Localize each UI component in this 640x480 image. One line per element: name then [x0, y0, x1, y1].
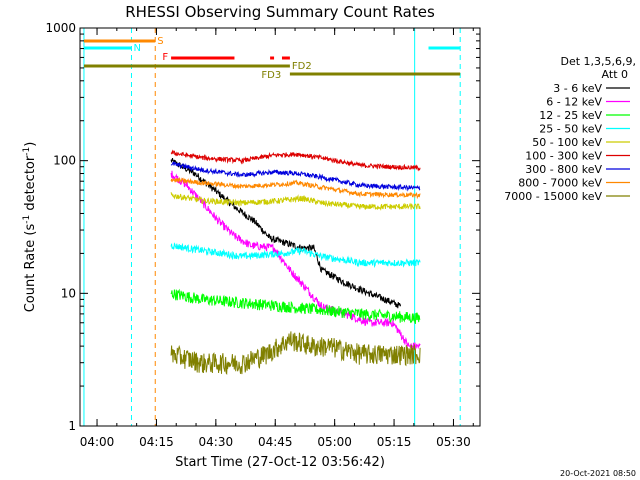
x-tick-label-1: 04:15 [139, 435, 174, 449]
plot-frame [79, 27, 481, 427]
legend-label-5: 100 - 300 keV [525, 150, 602, 163]
series-line-1 [170, 170, 421, 350]
y-tick-label-0: 1 [68, 419, 76, 433]
x-tick-label-2: 04:30 [199, 435, 234, 449]
series-group [170, 149, 421, 376]
series-line-4 [170, 192, 421, 211]
flag-bars [83, 39, 461, 76]
legend-label-4: 50 - 100 keV [532, 136, 602, 149]
x-tick-label-6: 05:30 [436, 435, 471, 449]
series-line-2 [170, 288, 421, 324]
y-tick-label-2: 100 [53, 154, 76, 168]
x-tick-label-3: 04:45 [258, 435, 293, 449]
legend-header-2: Att 0 [602, 68, 628, 81]
x-axis-ticks: 04:00 04:15 04:30 04:45 05:00 05:15 05:30 [80, 28, 474, 449]
legend-label-2: 12 - 25 keV [539, 109, 602, 122]
legend-label-7: 800 - 7000 keV [518, 177, 602, 190]
series-line-6 [170, 161, 421, 192]
x-tick-label-5: 05:15 [377, 435, 412, 449]
series-line-7 [170, 176, 421, 200]
y-axis-label: Count Rate (s-1 detector-1) [22, 142, 38, 313]
y-tick-label-3: 1000 [45, 21, 76, 35]
flag-n-label: N [133, 43, 140, 54]
legend-label-1: 6 - 12 keV [546, 96, 602, 109]
x-tick-label-4: 05:00 [317, 435, 352, 449]
flag-s-label: S [157, 36, 163, 47]
flag-fd2-label: FD2 [292, 61, 312, 72]
vertical-markers [83, 28, 461, 426]
x-tick-label-0: 04:00 [80, 435, 115, 449]
x-axis-label: Start Time (27-Oct-12 03:56:42) [175, 455, 385, 470]
series-line-5 [170, 149, 421, 172]
legend-label-0: 3 - 6 keV [553, 82, 602, 95]
legend-label-6: 300 - 800 keV [525, 163, 602, 176]
legend-header-1: Det 1,3,5,6,9, [560, 55, 636, 68]
legend-label-8: 7000 - 15000 keV [504, 190, 602, 203]
footer-date: 20-Oct-2021 08:50 [560, 469, 636, 478]
flag-fd3-label: FD3 [261, 70, 281, 81]
chart-title: RHESSI Observing Summary Count Rates [125, 3, 435, 21]
y-tick-label-1: 10 [61, 286, 76, 300]
series-line-8 [170, 331, 421, 376]
series-line-3 [170, 242, 421, 269]
flag-f-label: F [162, 52, 168, 63]
legend-label-3: 25 - 50 keV [539, 123, 602, 136]
y-axis-ticks: 1 10 100 1000 [45, 21, 480, 433]
